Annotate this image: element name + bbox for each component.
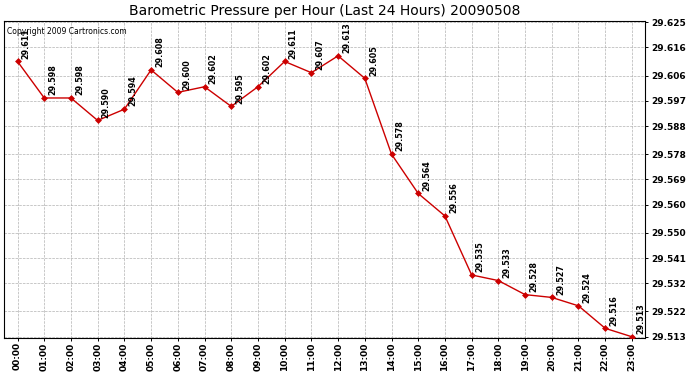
Text: 29.578: 29.578 — [395, 120, 404, 152]
Text: 29.524: 29.524 — [582, 272, 591, 303]
Text: 29.533: 29.533 — [502, 247, 511, 278]
Text: 29.611: 29.611 — [21, 28, 30, 58]
Text: 29.607: 29.607 — [315, 39, 324, 70]
Text: 29.535: 29.535 — [476, 242, 485, 272]
Text: 29.602: 29.602 — [262, 53, 271, 84]
Text: 29.605: 29.605 — [369, 45, 378, 75]
Text: 29.527: 29.527 — [556, 264, 565, 295]
Text: 29.608: 29.608 — [155, 36, 164, 67]
Text: 29.600: 29.600 — [182, 59, 191, 90]
Text: 29.590: 29.590 — [102, 87, 111, 118]
Text: 29.556: 29.556 — [449, 182, 458, 213]
Text: 29.516: 29.516 — [609, 295, 618, 326]
Text: 29.595: 29.595 — [235, 73, 244, 104]
Text: 29.613: 29.613 — [342, 22, 351, 53]
Text: 29.564: 29.564 — [422, 160, 431, 191]
Text: 29.598: 29.598 — [75, 64, 84, 95]
Text: 29.598: 29.598 — [48, 64, 57, 95]
Title: Barometric Pressure per Hour (Last 24 Hours) 20090508: Barometric Pressure per Hour (Last 24 Ho… — [129, 4, 520, 18]
Text: 29.594: 29.594 — [128, 76, 137, 106]
Text: Copyright 2009 Cartronics.com: Copyright 2009 Cartronics.com — [8, 27, 127, 36]
Text: 29.602: 29.602 — [208, 53, 217, 84]
Text: 29.611: 29.611 — [289, 28, 298, 58]
Text: 29.528: 29.528 — [529, 261, 538, 292]
Text: 29.513: 29.513 — [636, 303, 645, 334]
